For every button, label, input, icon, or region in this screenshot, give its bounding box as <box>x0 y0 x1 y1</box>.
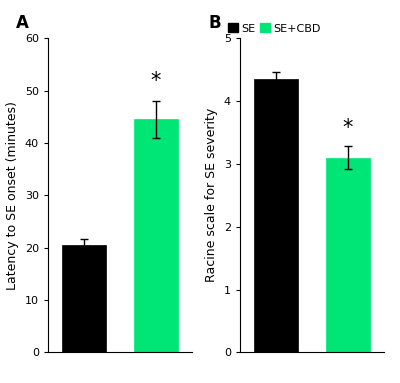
Y-axis label: Racine scale for SE severity: Racine scale for SE severity <box>205 108 218 282</box>
Text: B: B <box>208 14 221 32</box>
Y-axis label: Latency to SE onset (minutes): Latency to SE onset (minutes) <box>6 101 19 290</box>
Legend: SE, SE+CBD: SE, SE+CBD <box>224 19 326 38</box>
Bar <box>254 79 298 352</box>
Bar <box>326 158 370 352</box>
Text: A: A <box>16 14 29 32</box>
Bar <box>134 119 178 352</box>
Text: *: * <box>343 118 353 137</box>
Text: *: * <box>151 70 161 91</box>
Bar <box>62 245 106 352</box>
